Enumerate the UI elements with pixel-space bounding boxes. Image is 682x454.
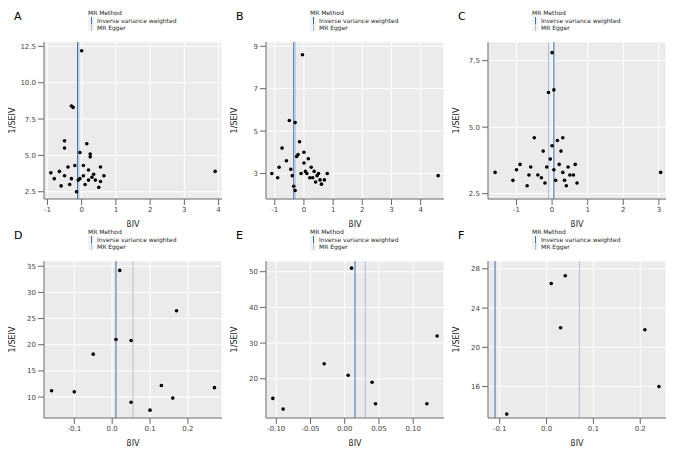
svg-text:9: 9 (254, 43, 258, 51)
svg-text:3: 3 (389, 206, 393, 214)
svg-text:30: 30 (249, 340, 258, 348)
svg-text:2: 2 (621, 206, 625, 214)
svg-text:1/SEIV: 1/SEIV (452, 326, 461, 352)
svg-text:2.5: 2.5 (25, 188, 36, 196)
html-text:Inverse variance weighted: Inverse variance weighted (319, 17, 399, 24)
svg-text:2.5: 2.5 (469, 190, 480, 198)
svg-text:1: 1 (585, 206, 589, 214)
svg-text:-1: -1 (44, 206, 51, 214)
html-text:MR Method: MR Method (88, 228, 122, 235)
svg-text:-1: -1 (271, 206, 278, 214)
svg-text:2: 2 (148, 206, 152, 214)
svg-text:30: 30 (27, 289, 36, 297)
svg-text:0.0: 0.0 (541, 425, 552, 433)
svg-text:1/SEIV: 1/SEIV (230, 326, 239, 352)
svg-text:1/SEIV: 1/SEIV (230, 107, 239, 133)
svg-text:28: 28 (471, 265, 480, 273)
html-text:MR Egger: MR Egger (97, 24, 126, 31)
svg-text:0: 0 (302, 206, 306, 214)
svg-text:βIV: βIV (349, 220, 362, 227)
svg-text:3: 3 (657, 206, 661, 214)
html-text:Inverse variance weighted: Inverse variance weighted (541, 236, 621, 243)
html-text:Inverse variance weighted: Inverse variance weighted (319, 236, 399, 243)
svg-text:0.00: 0.00 (337, 425, 353, 433)
svg-text:20: 20 (471, 344, 480, 352)
html-text:MR Egger: MR Egger (97, 243, 126, 250)
html-text:E: E (236, 229, 243, 242)
svg-text:5.0: 5.0 (25, 152, 36, 160)
html-text:F: F (458, 229, 465, 242)
svg-text:3: 3 (182, 206, 186, 214)
html-text:Inverse variance weighted: Inverse variance weighted (97, 236, 177, 243)
svg-text:0.2: 0.2 (182, 425, 193, 433)
svg-text:-0.05: -0.05 (301, 425, 319, 433)
svg-text:40: 40 (249, 304, 258, 312)
html-text:MR Method: MR Method (310, 228, 344, 235)
svg-text:0: 0 (550, 206, 554, 214)
svg-text:2: 2 (360, 206, 364, 214)
svg-text:5: 5 (254, 128, 258, 136)
svg-text:35: 35 (27, 263, 36, 271)
html-text:MR Egger: MR Egger (319, 243, 348, 250)
html-text:MR Egger: MR Egger (541, 24, 570, 31)
svg-text:7.5: 7.5 (25, 116, 36, 124)
svg-text:0.05: 0.05 (371, 425, 387, 433)
svg-text:1: 1 (331, 206, 335, 214)
html-text:MR Method: MR Method (310, 9, 344, 16)
svg-text:3: 3 (254, 170, 258, 178)
svg-text:βIV: βIV (127, 439, 140, 446)
svg-text:βIV: βIV (349, 439, 362, 446)
svg-text:7: 7 (254, 85, 258, 93)
svg-text:1: 1 (114, 206, 118, 214)
svg-text:1/SEIV: 1/SEIV (8, 107, 17, 133)
svg-text:10.0: 10.0 (20, 79, 36, 87)
html-text:MR Method: MR Method (532, 228, 566, 235)
svg-text:15: 15 (27, 367, 36, 375)
svg-text:24: 24 (471, 305, 480, 313)
svg-text:16: 16 (471, 383, 480, 391)
svg-text:βIV: βIV (571, 220, 584, 227)
html-text:MR Egger: MR Egger (541, 243, 570, 250)
html-text:B: B (236, 10, 244, 23)
svg-text:1/SEIV: 1/SEIV (452, 107, 461, 133)
svg-text:0.10: 0.10 (405, 425, 421, 433)
svg-text:50: 50 (249, 268, 258, 276)
html-text:MR Method: MR Method (532, 9, 566, 16)
svg-text:4: 4 (216, 206, 221, 214)
svg-text:25: 25 (27, 315, 36, 323)
svg-text:20: 20 (27, 341, 36, 349)
svg-text:-0.1: -0.1 (67, 425, 81, 433)
svg-text:7.5: 7.5 (469, 57, 480, 65)
html-text:C: C (458, 10, 466, 23)
svg-text:-0.10: -0.10 (267, 425, 285, 433)
html-text:Inverse variance weighted: Inverse variance weighted (97, 17, 177, 24)
svg-text:20: 20 (249, 375, 258, 383)
svg-text:1/SEIV: 1/SEIV (8, 326, 17, 352)
html-text:Inverse variance weighted: Inverse variance weighted (541, 17, 621, 24)
svg-text:-1: -1 (513, 206, 520, 214)
svg-text:0.1: 0.1 (144, 425, 155, 433)
svg-text:0: 0 (79, 206, 83, 214)
svg-text:-0.1: -0.1 (493, 425, 507, 433)
html-text:MR Egger: MR Egger (319, 24, 348, 31)
html-text:A: A (14, 10, 22, 23)
svg-text:12.5: 12.5 (20, 43, 36, 51)
html-text:D: D (14, 229, 23, 242)
svg-text:4: 4 (418, 206, 423, 214)
svg-text:0.1: 0.1 (588, 425, 599, 433)
svg-text:0.0: 0.0 (107, 425, 118, 433)
svg-text:βIV: βIV (127, 220, 140, 227)
svg-text:10: 10 (27, 394, 36, 402)
svg-text:5.0: 5.0 (469, 124, 480, 132)
html-text:MR Method: MR Method (88, 9, 122, 16)
svg-text:0.2: 0.2 (635, 425, 646, 433)
svg-text:βIV: βIV (571, 439, 584, 446)
